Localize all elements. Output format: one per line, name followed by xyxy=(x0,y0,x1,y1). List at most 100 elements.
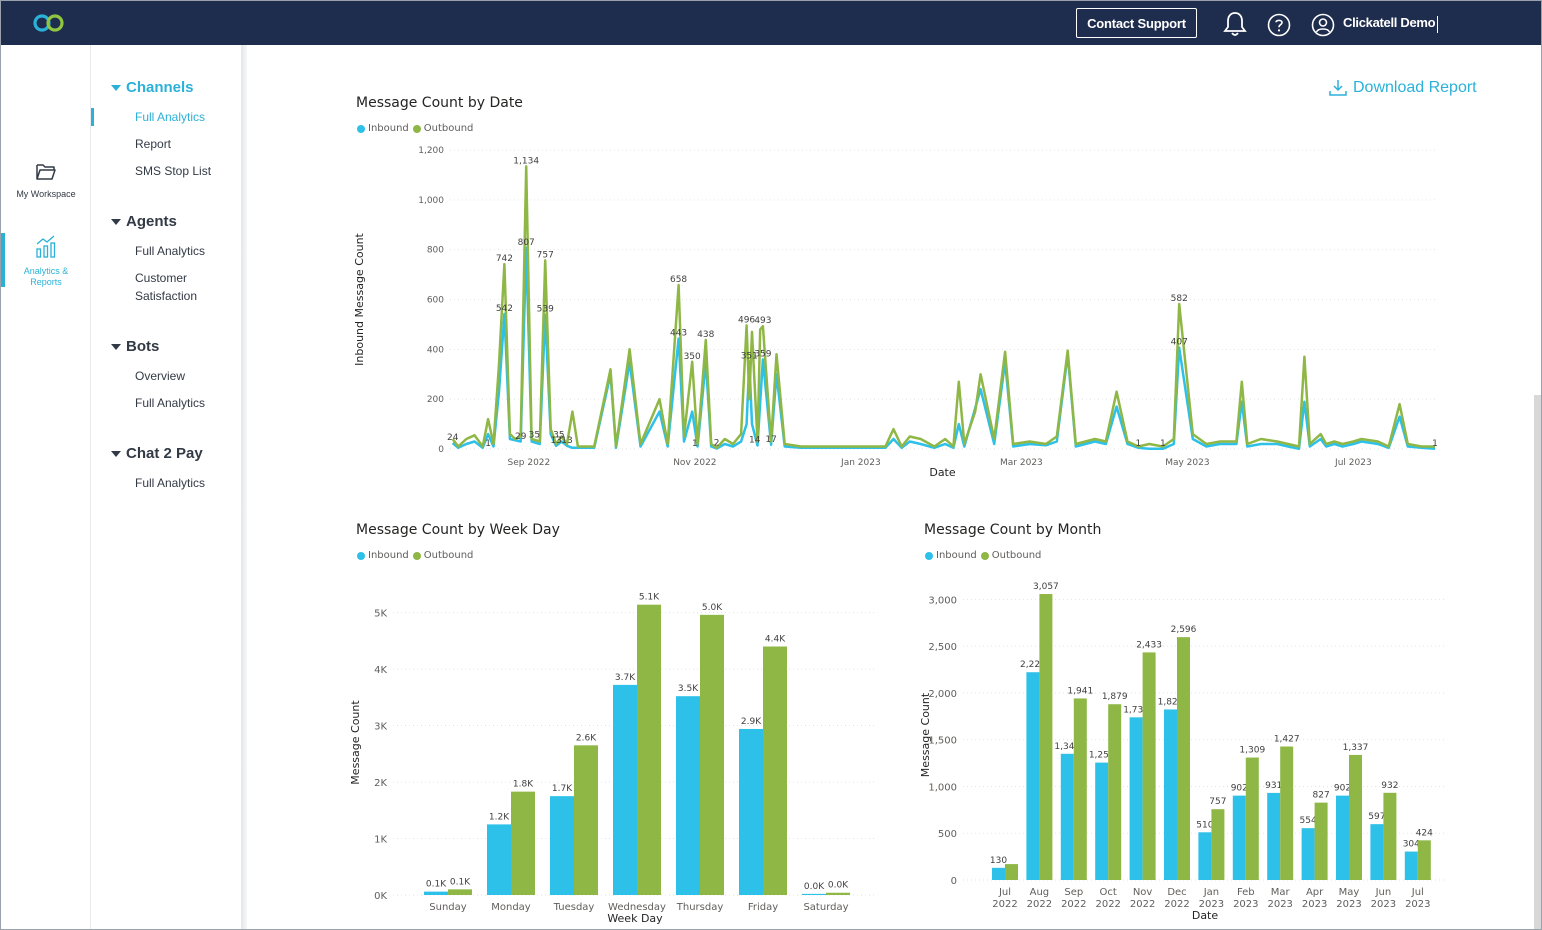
folder-icon xyxy=(36,164,56,180)
nav-section-chat-2-pay[interactable]: Chat 2 Pay xyxy=(111,445,203,462)
bar-inbound xyxy=(1129,717,1143,880)
caret-down-icon xyxy=(111,84,121,91)
nav-item-channels-report[interactable]: Report xyxy=(135,137,172,151)
data-label: 827 xyxy=(1313,791,1330,801)
nav-section-title: Bots xyxy=(126,338,160,355)
bar-outbound xyxy=(1280,746,1294,880)
nav-item-chat2pay-full-analytics[interactable]: Full Analytics xyxy=(135,476,206,490)
y-axis-title: Inbound Message Count xyxy=(353,232,366,365)
x-axis-title: Week Day xyxy=(607,912,663,925)
download-report-button[interactable]: Download Report xyxy=(1329,79,1477,97)
nav-section-agents[interactable]: Agents xyxy=(111,213,177,230)
legend-item-inbound[interactable]: Inbound xyxy=(925,550,977,561)
download-icon xyxy=(1329,80,1347,96)
data-label: 35 xyxy=(553,430,564,440)
help-icon[interactable] xyxy=(1267,13,1291,37)
bar-inbound xyxy=(487,824,511,895)
data-label: 1,879 xyxy=(1102,692,1128,702)
report-canvas: Download Report Message Count by Date In… xyxy=(247,45,1541,929)
data-label: 3,057 xyxy=(1033,582,1059,592)
legend-item-inbound[interactable]: Inbound xyxy=(357,123,409,134)
nav-item-label-line2: Satisfaction xyxy=(135,289,198,303)
nav-section-channels[interactable]: Channels xyxy=(111,79,194,96)
legend-item-outbound[interactable]: Outbound xyxy=(412,123,473,134)
bar-inbound xyxy=(550,796,574,895)
bar-outbound xyxy=(1211,809,1225,880)
nav-item-customer-satisfaction[interactable]: Customer Satisfaction xyxy=(135,269,197,305)
y-tick-label: 3K xyxy=(374,722,387,733)
caret-down-icon xyxy=(111,343,121,350)
y-tick-label: 4K xyxy=(374,665,387,676)
bar-outbound xyxy=(1314,802,1328,880)
data-label: 1 xyxy=(1432,439,1438,449)
bar-chart-message-count-by-month[interactable]: 0 500 1,000 1,500 2,000 2,500 3,000 Message Cou… xyxy=(917,570,1457,928)
x-tick-label: Sunday xyxy=(429,902,466,913)
data-label: 1 xyxy=(692,439,698,449)
legend-item-outbound[interactable]: Outbound xyxy=(412,550,473,561)
data-label: 5.0K xyxy=(702,603,723,613)
bar-inbound xyxy=(1026,672,1040,880)
nav-item-label-line1: Customer xyxy=(135,271,188,285)
data-label: 1,941 xyxy=(1067,686,1093,696)
data-label: 1,309 xyxy=(1239,746,1265,756)
y-tick-label: 1,200 xyxy=(418,146,444,156)
chart-title-by-month: Message Count by Month xyxy=(924,522,1102,538)
data-label: 2 xyxy=(714,439,720,449)
vertical-scrollbar[interactable] xyxy=(1534,395,1541,929)
nav-shadow-divider xyxy=(241,45,247,929)
bar-inbound xyxy=(613,684,637,895)
x-tick-label: 2022 xyxy=(1130,899,1155,910)
x-tick-label: Oct xyxy=(1100,887,1117,898)
rail-item-analytics-reports[interactable]: Analytics & Reports xyxy=(1,235,91,288)
x-tick-label: Mar 2023 xyxy=(1000,458,1043,468)
bar-outbound xyxy=(448,889,472,895)
bar-outbound xyxy=(511,791,535,895)
contact-support-button[interactable]: Contact Support xyxy=(1076,8,1197,38)
x-tick-label: Jul xyxy=(998,887,1011,898)
legend-dot xyxy=(357,124,365,133)
data-label: 304 xyxy=(1403,840,1420,850)
line-chart-message-count-by-date[interactable]: 0 200 400 600 800 1,000 1,200 Sep 2022 Nov 2022 J… xyxy=(347,140,1447,485)
bar-outbound xyxy=(826,892,850,895)
bar-outbound xyxy=(637,604,661,895)
x-tick-label: 2022 xyxy=(992,899,1017,910)
nav-item-agents-full-analytics[interactable]: Full Analytics xyxy=(135,244,206,258)
y-tick-label: 0 xyxy=(438,445,444,455)
y-tick-label: 1,000 xyxy=(928,782,957,793)
bar-outbound xyxy=(700,614,724,895)
bar-inbound xyxy=(1198,832,1212,880)
rail-item-my-workspace[interactable]: My Workspace xyxy=(1,162,91,200)
user-name[interactable]: Clickatell Demo xyxy=(1343,15,1436,30)
data-label: 351 xyxy=(741,352,758,362)
section-nav: Channels Full Analytics Report SMS Stop … xyxy=(91,45,241,929)
bar-chart-message-count-by-week-day[interactable]: 0K 1K 2K 3K 4K 5K Message Count 0.1K 0.1K Sunday 1… xyxy=(347,570,887,928)
x-tick-label: Apr xyxy=(1306,887,1324,898)
bar-outbound xyxy=(1073,698,1087,880)
bar-inbound xyxy=(676,696,700,895)
nav-item-bots-full-analytics[interactable]: Full Analytics xyxy=(135,396,206,410)
x-tick-label: May 2023 xyxy=(1165,458,1209,468)
data-label: 1,337 xyxy=(1343,743,1369,753)
data-label: 658 xyxy=(670,275,687,285)
x-tick-label: Jul xyxy=(1411,887,1424,898)
chart-title-by-date: Message Count by Date xyxy=(356,95,523,111)
nav-item-channels-full-analytics[interactable]: Full Analytics xyxy=(135,110,206,124)
legend-item-outbound[interactable]: Outbound xyxy=(980,550,1041,561)
clickatell-logo-icon[interactable] xyxy=(31,12,67,34)
data-label: 17 xyxy=(765,435,776,445)
y-tick-label: 0 xyxy=(951,876,957,887)
nav-item-bots-overview[interactable]: Overview xyxy=(135,369,186,383)
user-avatar-icon[interactable] xyxy=(1311,13,1335,37)
nav-item-sms-stop-list[interactable]: SMS Stop List xyxy=(135,164,212,178)
x-tick-label: Nov xyxy=(1133,887,1153,898)
bar-outbound xyxy=(1005,864,1018,880)
bar-outbound xyxy=(763,646,787,895)
data-label: 1,349 xyxy=(1054,742,1080,752)
data-label: 3.7K xyxy=(615,673,636,683)
data-label: 902 xyxy=(1334,784,1351,794)
notification-bell-icon[interactable] xyxy=(1222,10,1248,38)
y-tick-label: 1,000 xyxy=(418,196,444,206)
nav-section-bots[interactable]: Bots xyxy=(111,338,159,355)
bar-inbound xyxy=(992,867,1005,880)
legend-item-inbound[interactable]: Inbound xyxy=(357,550,409,561)
